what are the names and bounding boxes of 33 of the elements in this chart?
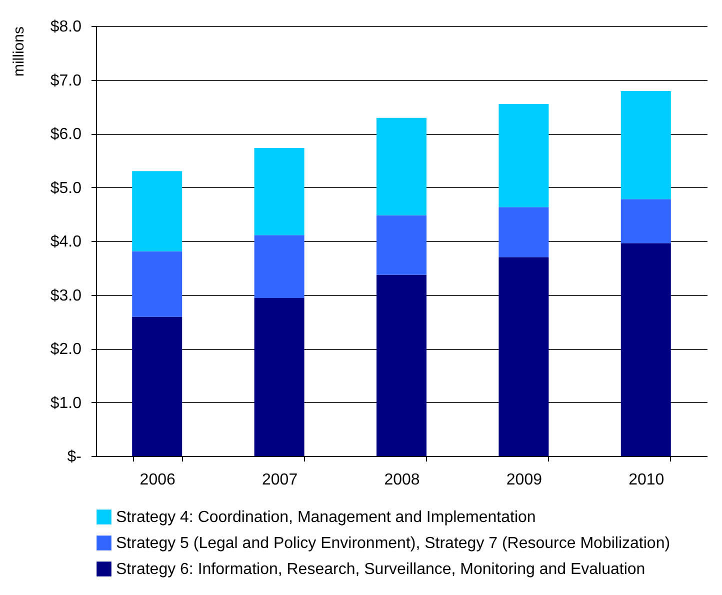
bar: [620, 91, 671, 200]
y-tick-label: $4.0: [50, 234, 82, 250]
x-tick-label: 2007: [262, 472, 298, 488]
bar: [132, 171, 182, 252]
y-tick-label: $1.0: [50, 394, 82, 412]
y-tick-label: $2.0: [50, 341, 82, 358]
bar: [620, 243, 671, 456]
x-tick-label: 2009: [506, 472, 542, 488]
bar: [620, 199, 671, 244]
bar: [254, 148, 304, 236]
bar: [254, 235, 304, 298]
y-tick-label: $8.0: [50, 18, 82, 36]
y-tick-label: $6.0: [50, 126, 82, 143]
bar: [498, 104, 549, 208]
legend-label: Strategy 4: Coordination, Management and Implementation: [116, 509, 536, 526]
x-tick-label: 2006: [140, 472, 176, 488]
bar: [254, 298, 304, 456]
legend-label: Strategy 5 (Legal and Policy Environment), Strategy 7 (Resource Mobilization): [116, 535, 670, 552]
bar: [498, 257, 549, 456]
bar: [132, 316, 182, 456]
y-tick-label: $5.0: [50, 180, 82, 197]
y-tick-label: $7.0: [50, 72, 82, 90]
x-tick-label: 2008: [384, 472, 420, 488]
bar: [376, 118, 426, 216]
legend-label: Strategy 6: Information, Research, Surveillance, Monitoring and Evaluation: [116, 561, 646, 578]
bar: [132, 251, 182, 317]
bar: [376, 274, 426, 456]
x-tick-label: 2010: [628, 472, 664, 488]
y-tick-label: $-: [67, 448, 82, 466]
y-axis-title: millions: [10, 26, 28, 77]
bar: [376, 215, 426, 275]
y-tick-label: $3.0: [50, 287, 82, 304]
bar: [498, 207, 549, 258]
